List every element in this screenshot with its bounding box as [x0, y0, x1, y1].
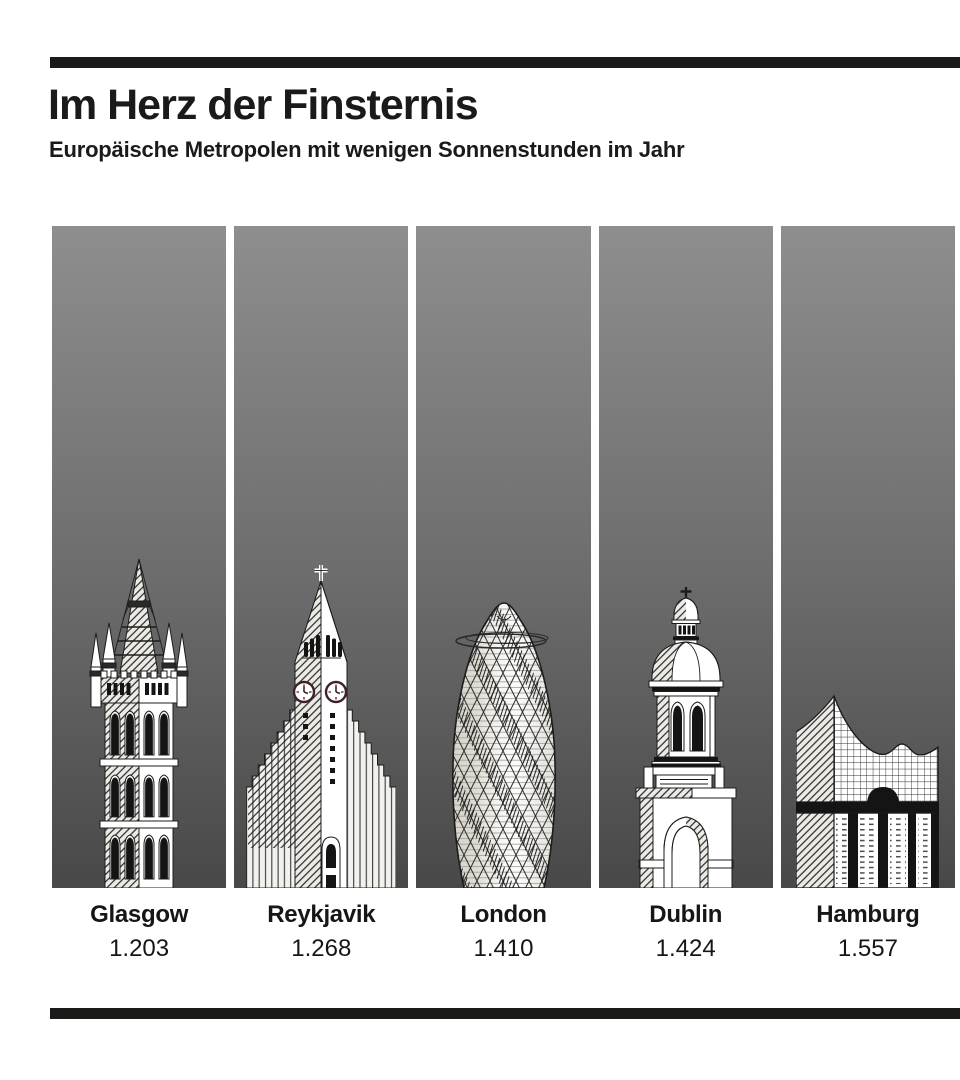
- label-dublin: Dublin 1.424: [599, 901, 773, 963]
- column-glasgow: [52, 226, 227, 888]
- city-name: Hamburg: [816, 901, 920, 928]
- chart-area: [52, 226, 956, 888]
- sun-hours-value: 1.424: [655, 935, 716, 962]
- gherkin-tower-icon: [451, 602, 556, 888]
- label-glasgow: Glasgow 1.203: [52, 901, 226, 963]
- top-rule: [50, 57, 960, 68]
- column-reykjavik: [234, 226, 409, 888]
- trinity-college-campanile-icon: [635, 587, 737, 888]
- column-london: [416, 226, 591, 888]
- sun-hours-value: 1.268: [291, 935, 352, 962]
- chart-title: Im Herz der Finsternis: [48, 81, 479, 129]
- label-reykjavik: Reykjavik 1.268: [234, 901, 408, 963]
- sun-hours-value: 1.410: [473, 935, 534, 962]
- city-name: Glasgow: [90, 901, 189, 928]
- sun-hours-value: 1.557: [837, 935, 898, 962]
- chart-subtitle: Europäische Metropolen mit wenigen Sonne…: [49, 137, 685, 162]
- column-labels: Glasgow 1.203 Reykjavik 1.268 London 1.4…: [52, 901, 955, 963]
- label-hamburg: Hamburg 1.557: [781, 901, 955, 963]
- hallgrimskirkja-church-icon: [246, 565, 397, 888]
- glasgow-university-tower-icon: [89, 558, 189, 888]
- sun-hours-value: 1.203: [109, 935, 170, 962]
- city-name: London: [460, 901, 547, 928]
- elbphilharmonie-icon: [796, 694, 940, 888]
- bottom-rule: [50, 1008, 960, 1019]
- city-name: Reykjavik: [267, 901, 376, 928]
- column-dublin: [598, 226, 773, 888]
- label-london: London 1.410: [416, 901, 590, 963]
- city-name: Dublin: [649, 901, 723, 928]
- column-hamburg: [780, 226, 956, 888]
